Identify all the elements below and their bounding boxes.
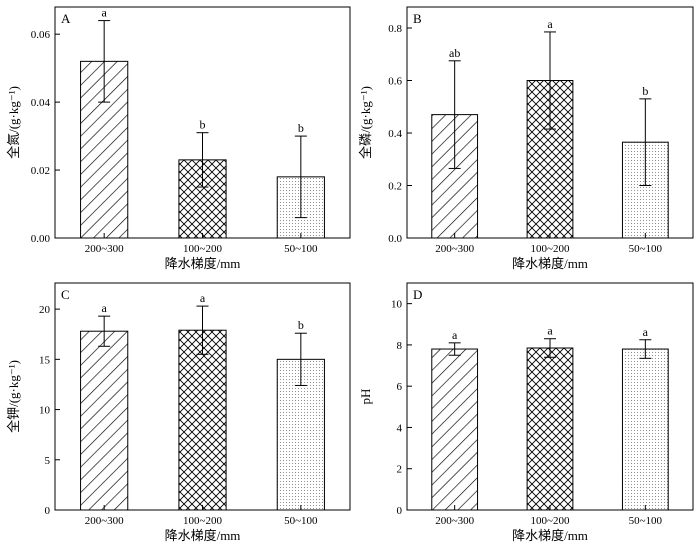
y-tick-label: 10: [39, 405, 51, 417]
panels: A0.000.020.040.06a200~300b100~200b50~100…: [6, 6, 694, 543]
x-tick-label: 200~300: [85, 243, 124, 255]
y-tick-label: 0.6: [388, 76, 402, 88]
x-tick-label: 100~200: [531, 515, 570, 527]
significance-letter: a: [102, 301, 108, 315]
y-tick-label: 0: [45, 505, 51, 517]
x-tick-label: 200~300: [85, 515, 124, 527]
y-axis-label: 全氮/(g·kg⁻¹): [6, 86, 21, 159]
x-axis-label: 降水梯度/mm: [512, 256, 588, 271]
panel-label: A: [61, 11, 71, 26]
x-tick-label: 100~200: [183, 243, 222, 255]
y-tick-label: 10: [391, 299, 403, 311]
x-tick-label: 200~300: [435, 515, 474, 527]
y-tick-label: 0.02: [31, 165, 50, 177]
panel-label: D: [413, 287, 422, 302]
y-axis-label: 全磷/(g·kg⁻¹): [358, 86, 373, 159]
bar: [526, 347, 574, 511]
significance-letter: a: [452, 328, 458, 342]
y-tick-label: 8: [397, 340, 403, 352]
significance-letter: b: [298, 318, 304, 332]
bar: [431, 348, 479, 511]
x-axis-label: 降水梯度/mm: [512, 528, 588, 543]
y-axis-label: 全钾/(g·kg⁻¹): [6, 360, 21, 433]
x-tick-label: 50~100: [284, 243, 318, 255]
y-tick-label: 15: [39, 354, 51, 366]
chart-panel-B: B 0.0 0.2 0.4 0.6 0.8 ab 200~300 a 100~200 b 50~100…: [358, 6, 694, 271]
y-tick-label: 0.04: [31, 97, 51, 109]
bar: [80, 330, 129, 511]
y-tick-label: 0.2: [388, 181, 402, 193]
panel-label: C: [61, 287, 70, 302]
significance-letter: a: [102, 6, 108, 20]
significance-letter: ab: [449, 46, 460, 60]
significance-letter: a: [547, 324, 553, 338]
y-tick-label: 0.06: [31, 29, 51, 41]
x-tick-label: 50~100: [284, 515, 318, 527]
significance-letter: b: [642, 84, 648, 98]
y-tick-label: 5: [45, 455, 51, 467]
significance-letter: b: [298, 121, 304, 135]
x-axis-label: 降水梯度/mm: [165, 528, 241, 543]
y-tick-label: 20: [39, 304, 51, 316]
significance-letter: a: [643, 325, 649, 339]
y-tick-label: 0.8: [388, 23, 402, 35]
chart-panel-C: C 0 5 10 15 20 a 200~300 a 100~200 b 50~100 降水梯度/mm 全…: [6, 282, 351, 543]
x-axis-label: 降水梯度/mm: [165, 256, 241, 271]
significance-letter: b: [200, 118, 206, 132]
y-axis-label: pH: [358, 389, 373, 405]
y-tick-label: 0.4: [388, 128, 402, 140]
y-tick-label: 0.00: [31, 233, 51, 245]
chart-panel-D: D 0 2 4 6 8 10 a 200~300 a 100~200 a 50~100 降水梯度/mm pH: [358, 282, 694, 543]
chart-panel-A: A 0.00 0.02 0.04 0.06 a 200~300 b 100~200 b 50~100…: [6, 6, 351, 271]
significance-letter: a: [547, 17, 553, 31]
y-tick-label: 0.0: [388, 233, 402, 245]
x-tick-label: 200~300: [435, 243, 474, 255]
panel-label: B: [413, 11, 422, 26]
bar: [621, 348, 669, 511]
x-tick-label: 50~100: [629, 243, 663, 255]
x-tick-label: 100~200: [183, 515, 222, 527]
y-tick-label: 4: [397, 422, 403, 434]
bar: [178, 329, 227, 511]
significance-letter: a: [200, 291, 206, 305]
y-tick-label: 0: [397, 505, 403, 517]
y-tick-label: 2: [397, 464, 403, 476]
x-tick-label: 100~200: [531, 243, 570, 255]
x-tick-label: 50~100: [629, 515, 663, 527]
y-tick-label: 6: [397, 381, 403, 393]
